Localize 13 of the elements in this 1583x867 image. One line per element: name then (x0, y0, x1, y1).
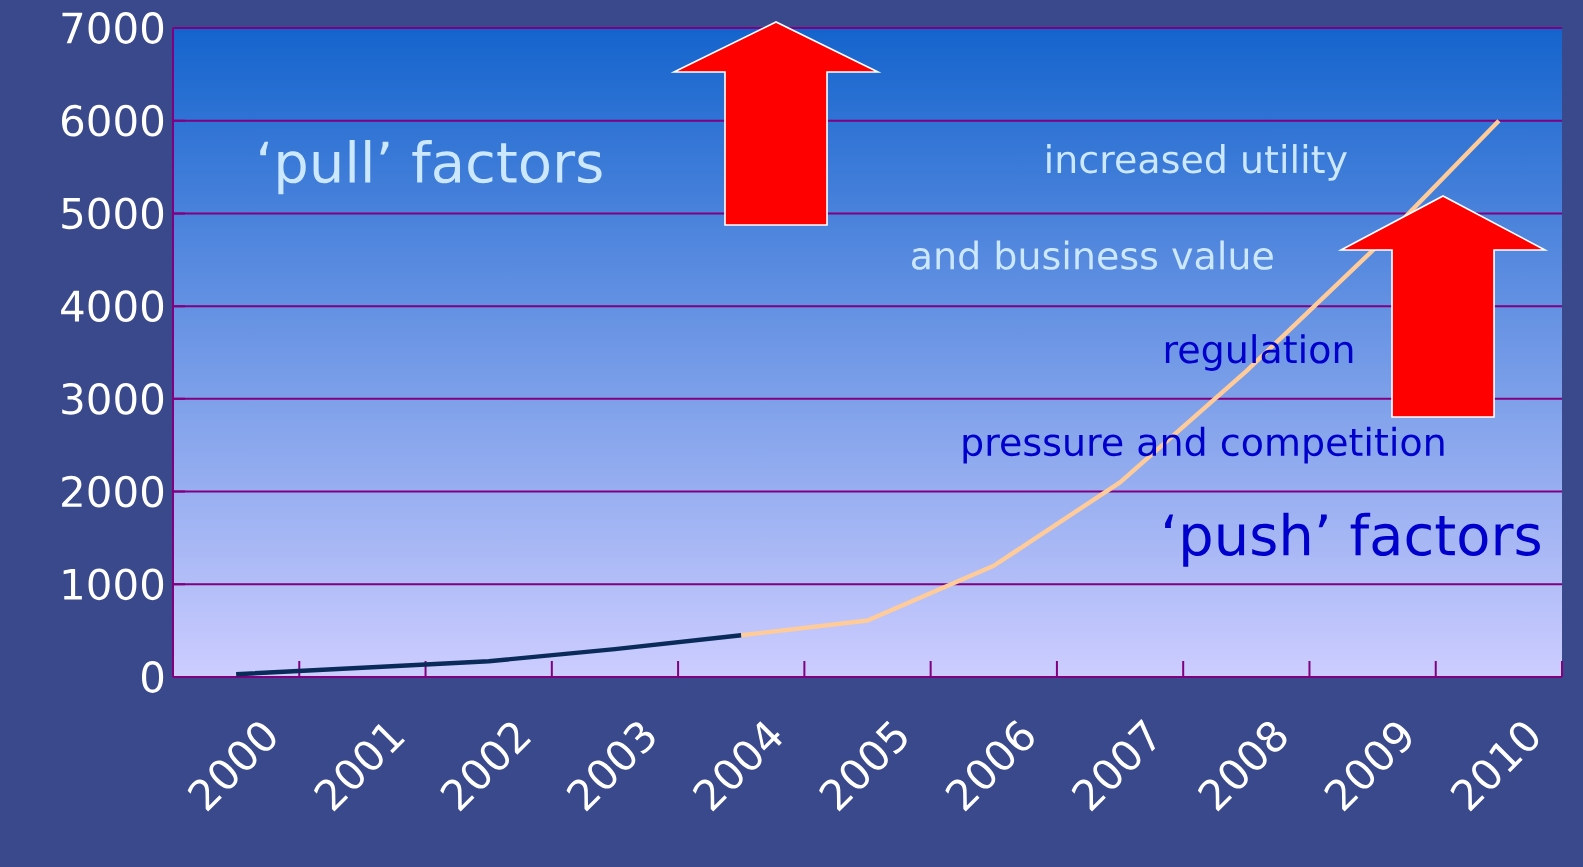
y-tick-label: 3000 (62, 382, 164, 415)
y-tick-label: 0 (141, 661, 164, 693)
y-tick-label: 6000 (61, 104, 164, 137)
annotation: increased utility (1047, 144, 1347, 181)
y-tick-label: 2000 (62, 475, 164, 508)
y-tick-label: 7000 (62, 12, 164, 44)
y-tick-label: 5000 (62, 197, 164, 230)
annotation: ‘pull’ factors (260, 139, 602, 195)
annotation: ‘push’ factors (1165, 512, 1540, 567)
annotation: and business value (912, 240, 1273, 270)
line-series (233, 633, 744, 677)
y-tick-label: 1000 (63, 568, 164, 601)
y-tick-label: 4000 (61, 290, 164, 323)
